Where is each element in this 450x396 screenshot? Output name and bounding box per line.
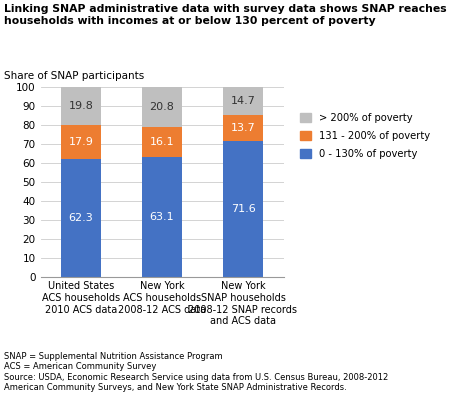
Text: 17.9: 17.9	[68, 137, 94, 147]
Bar	[223, 115, 263, 141]
Bar	[223, 141, 263, 277]
Text: 14.7: 14.7	[230, 96, 256, 106]
Bar	[142, 127, 182, 157]
Bar	[61, 87, 101, 125]
Bar	[61, 125, 101, 159]
Bar	[223, 87, 263, 115]
Text: 71.6: 71.6	[230, 204, 256, 214]
Bar	[142, 157, 182, 277]
Bar	[61, 159, 101, 277]
Text: 19.8: 19.8	[68, 101, 94, 111]
Text: 63.1: 63.1	[150, 212, 174, 222]
Text: Linking SNAP administrative data with survey data shows SNAP reaches more
househ: Linking SNAP administrative data with su…	[4, 4, 450, 26]
Text: Share of SNAP participants: Share of SNAP participants	[4, 71, 145, 81]
Text: 20.8: 20.8	[149, 102, 175, 112]
Legend: > 200% of poverty, 131 - 200% of poverty, 0 - 130% of poverty: > 200% of poverty, 131 - 200% of poverty…	[298, 111, 432, 161]
Text: 13.7: 13.7	[230, 123, 256, 133]
Text: SNAP = Supplemental Nutrition Assistance Program
ACS = American Community Survey: SNAP = Supplemental Nutrition Assistance…	[4, 352, 389, 392]
Text: 62.3: 62.3	[68, 213, 94, 223]
Bar	[142, 87, 182, 127]
Text: 16.1: 16.1	[150, 137, 174, 147]
